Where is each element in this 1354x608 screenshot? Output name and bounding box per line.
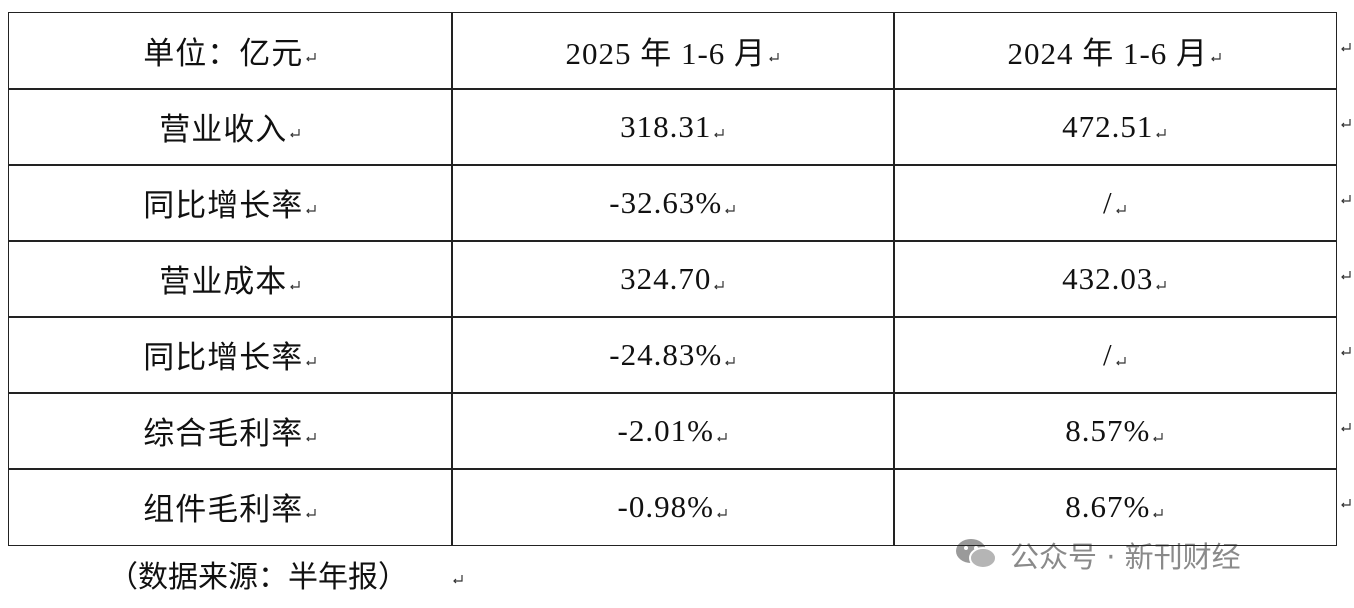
paragraph-mark [306,204,316,214]
cell-text: -24.83% [609,336,723,372]
cell-text: 组件毛利率 [143,492,304,528]
paragraph-mark [1115,204,1126,214]
table-cell: -0.98% [451,468,895,546]
paragraph-mark [1156,280,1166,290]
paragraph-mark [725,204,735,214]
paragraph-mark [1341,423,1351,432]
cell-text: 营业成本 [159,264,288,300]
paragraph-mark [714,128,724,138]
cell-text: 同比增长率 [143,340,304,376]
paragraph-mark [306,508,316,518]
paragraph-mark [1341,347,1351,356]
header-cell: 单位：亿元 [8,12,453,90]
table-cell: 472.51 [893,88,1337,166]
paragraph-mark [1153,432,1163,442]
cell-text: 单位：亿元 [143,36,304,72]
cell-text: 同比增长率 [143,188,304,224]
paragraph-mark [769,52,779,62]
table-cell: 营业收入 [8,88,453,166]
cell-text: 8.57% [1065,412,1151,448]
paragraph-mark [1341,499,1351,508]
paragraph-mark [1341,271,1351,280]
paragraph-mark [290,280,300,290]
paragraph-mark [1153,508,1163,518]
table-cell: 同比增长率 [8,316,453,394]
paragraph-mark [717,508,727,518]
cell-text: -2.01% [617,412,714,448]
paragraph-mark [1341,43,1351,52]
paragraph-mark [453,575,463,584]
paragraph-mark [1115,356,1126,366]
cell-text: 8.67% [1065,488,1151,524]
table-cell: -2.01% [451,392,895,470]
cell-text: 472.51 [1062,108,1154,144]
paragraph-mark [714,280,724,290]
header-cell: 2025 年 1-6 月 [451,12,895,90]
paragraph-mark [1211,52,1221,62]
cell-text: 324.70 [620,260,712,296]
table-cell: 营业成本 [8,240,453,318]
paragraph-mark [306,52,316,62]
cell-text: / [1102,336,1113,372]
paragraph-mark [1341,195,1351,204]
table-cell: 8.67% [893,468,1337,546]
paragraph-mark [725,356,735,366]
cell-text: -0.98% [617,488,714,524]
paragraph-mark [306,432,316,442]
cell-text: 318.31 [620,108,712,144]
paragraph-mark [306,356,316,366]
table-cell: 318.31 [451,88,895,166]
cell-text: -32.63% [609,184,723,220]
table-cell: -32.63% [451,164,895,242]
watermark: 公众号 · 新刊财经 [1010,540,1241,574]
cell-text: 2025 年 1-6 月 [565,36,767,72]
cell-text: 2024 年 1-6 月 [1007,36,1209,72]
paragraph-mark [290,128,300,138]
source-note: （数据来源：半年报） [108,561,408,594]
table-cell: 综合毛利率 [8,392,453,470]
table-cell: 8.57% [893,392,1337,470]
table-cell: / [893,316,1337,394]
table-cell: -24.83% [451,316,895,394]
table-cell: / [893,164,1337,242]
table-cell: 同比增长率 [8,164,453,242]
header-cell: 2024 年 1-6 月 [893,12,1337,90]
table-cell: 组件毛利率 [8,468,453,546]
paragraph-mark [1156,128,1166,138]
cell-text: 综合毛利率 [143,416,304,452]
table-cell: 324.70 [451,240,895,318]
cell-text: 432.03 [1062,260,1154,296]
paragraph-mark [1341,119,1351,128]
paragraph-mark [717,432,727,442]
cell-text: 营业收入 [159,112,288,148]
table-cell: 432.03 [893,240,1337,318]
cell-text: / [1102,184,1113,220]
